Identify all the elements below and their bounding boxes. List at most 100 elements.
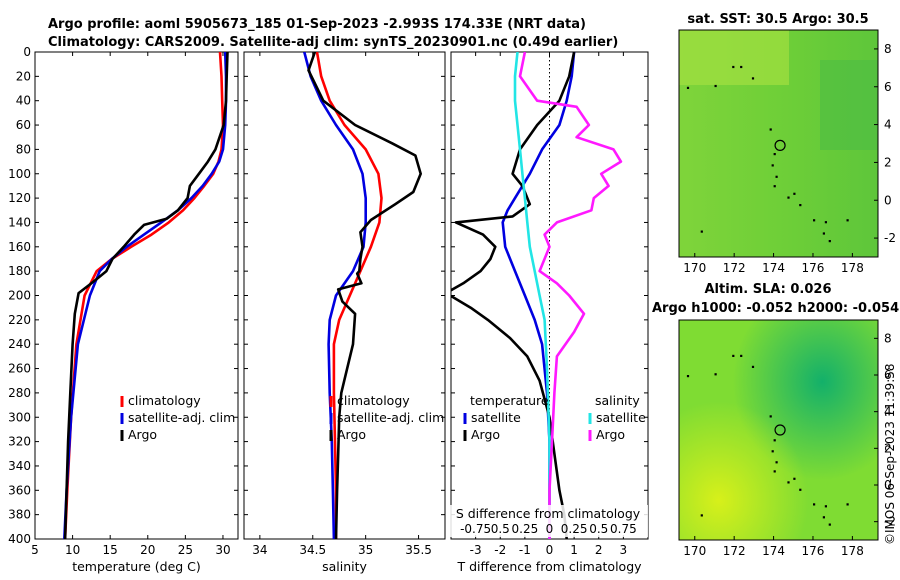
map-x-tick-label: 176 — [802, 261, 825, 275]
legend-group-salinity: salinity — [595, 393, 640, 408]
s-axis-label-background — [449, 505, 648, 537]
island-dot — [824, 221, 827, 224]
island-dot — [773, 439, 776, 442]
island-dot — [787, 481, 790, 484]
salinity-plot: 34 34.5 35 35.5 salinity — [243, 51, 446, 574]
sla-map — [678, 319, 879, 541]
x-tick-label: 34 — [252, 543, 267, 557]
island-dot — [700, 514, 703, 517]
sst-map-title: sat. SST: 30.5 Argo: 30.5 — [687, 12, 868, 27]
temperature-x-axis-label: temperature (deg C) — [72, 559, 201, 574]
legend-label-satellite: satellite-adj. clim — [337, 410, 444, 425]
s-difference-tick-label: 0.5 — [589, 522, 608, 536]
map-x-tick-label: 178 — [841, 544, 864, 558]
series-line-climatology — [315, 52, 383, 539]
island-dot — [714, 84, 717, 88]
y-tick-label: 120 — [8, 191, 31, 205]
map-x-tick-label: 174 — [762, 544, 785, 558]
island-dot — [793, 192, 796, 195]
y-tick-label: 320 — [8, 435, 31, 449]
x-tick-label: 1 — [570, 543, 578, 557]
sst-map — [678, 29, 879, 258]
sst-map-overlay: 170 172 174 176 178 -2 0 2 4 6 8 — [683, 42, 896, 275]
sst-map-frame — [678, 29, 879, 258]
island-dot — [773, 153, 776, 156]
s-difference-tick-label: 0 — [546, 522, 554, 536]
y-tick-label: 80 — [16, 142, 31, 156]
x-tick-label: 34.5 — [299, 543, 326, 557]
map-y-tick-label: -2 — [884, 515, 896, 529]
island-dot — [700, 230, 703, 233]
salinity-series — [303, 52, 423, 539]
series-line-argo — [63, 52, 229, 539]
header-title-line1: Argo profile: aoml 5905673_185 01-Sep-20… — [48, 17, 586, 32]
sst-map-warm-patch — [679, 30, 789, 85]
y-tick-label: 160 — [8, 240, 31, 254]
map-y-tick-label: -2 — [884, 231, 896, 245]
sla-map-overlay: 170 172 174 176 178 -2 0 2 4 6 8 — [683, 331, 896, 558]
x-tick-label: 30 — [215, 543, 230, 557]
header-title-line2: Climatology: CARS2009. Satellite-adj cli… — [48, 35, 618, 50]
temperature-plot: 5 10 15 20 25 3002040608010012014016018020022… — [8, 45, 239, 574]
salinity-legend: climatology satellite-adj. clim Argo — [329, 393, 444, 442]
map-y-tick-label: 4 — [884, 118, 892, 132]
difference-legend: temperature salinity satellite Argo sate… — [463, 393, 646, 442]
y-tick-label: 40 — [16, 94, 31, 108]
map-y-tick-label: 0 — [884, 193, 892, 207]
s-difference-tick-label: 0.75 — [610, 522, 637, 536]
island-dot — [740, 65, 743, 69]
y-tick-label: 100 — [8, 167, 31, 181]
map-y-tick-label: 8 — [884, 331, 892, 345]
y-tick-label: 260 — [8, 362, 31, 376]
island-dot — [822, 232, 825, 235]
series-line-argo — [307, 52, 423, 539]
map-x-tick-label: 172 — [723, 261, 746, 275]
map-y-tick-label: 6 — [884, 368, 892, 382]
map-x-tick-label: 178 — [841, 261, 864, 275]
map-y-tick-label: 2 — [884, 441, 892, 455]
sla-map-low-region — [679, 320, 878, 540]
map-y-tick-label: 0 — [884, 478, 892, 492]
sst-map-cool-patch — [820, 60, 878, 150]
island-dot — [732, 65, 735, 69]
island-dot — [793, 477, 796, 480]
island-dot — [773, 185, 776, 188]
x-tick-label: 5 — [31, 543, 39, 557]
map-x-tick-label: 170 — [683, 544, 706, 558]
island-dot — [799, 488, 802, 491]
temperature-series — [63, 52, 229, 539]
sla-map-frame — [678, 319, 879, 541]
island-dot — [799, 204, 802, 207]
y-tick-label: 380 — [8, 508, 31, 522]
x-tick-label: -3 — [470, 543, 482, 557]
island-dot — [769, 415, 772, 418]
y-tick-label: 200 — [8, 289, 31, 303]
x-tick-label: 3 — [620, 543, 628, 557]
legend-group-temperature: temperature — [470, 393, 549, 408]
island-dot — [813, 503, 816, 506]
legend-label-t-argo: Argo — [471, 427, 500, 442]
legend-label-satellite: satellite-adj. clim — [128, 410, 235, 425]
island-dot — [824, 505, 827, 508]
x-tick-label: -2 — [494, 543, 506, 557]
y-tick-label: 0 — [23, 45, 31, 59]
y-tick-label: 400 — [8, 532, 31, 546]
sla-map-subtitle: Argo h1000: -0.052 h2000: -0.054 — [652, 301, 899, 316]
island-dot — [828, 523, 831, 526]
island-dot — [751, 365, 755, 368]
s-difference-tick-label: -0.75 — [460, 522, 491, 536]
y-tick-label: 20 — [16, 69, 31, 83]
island-dot — [846, 219, 849, 222]
y-tick-label: 60 — [16, 118, 31, 132]
island-dot — [732, 354, 735, 357]
y-tick-label: 340 — [8, 459, 31, 473]
y-tick-label: 280 — [8, 386, 31, 400]
y-tick-label: 180 — [8, 264, 31, 278]
sla-map-title: Altim. SLA: 0.026 — [705, 282, 832, 297]
watermark: ©IMOS 06-Sep-2023 11:39:58 — [883, 363, 897, 545]
island-dot — [822, 516, 825, 519]
island-dot — [787, 196, 790, 199]
difference-plot: -3 -2 -1 0 1 2 3 T difference from climatology — [450, 51, 649, 574]
temperature-legend: climatology satellite-adj. clim Argo — [120, 393, 235, 442]
